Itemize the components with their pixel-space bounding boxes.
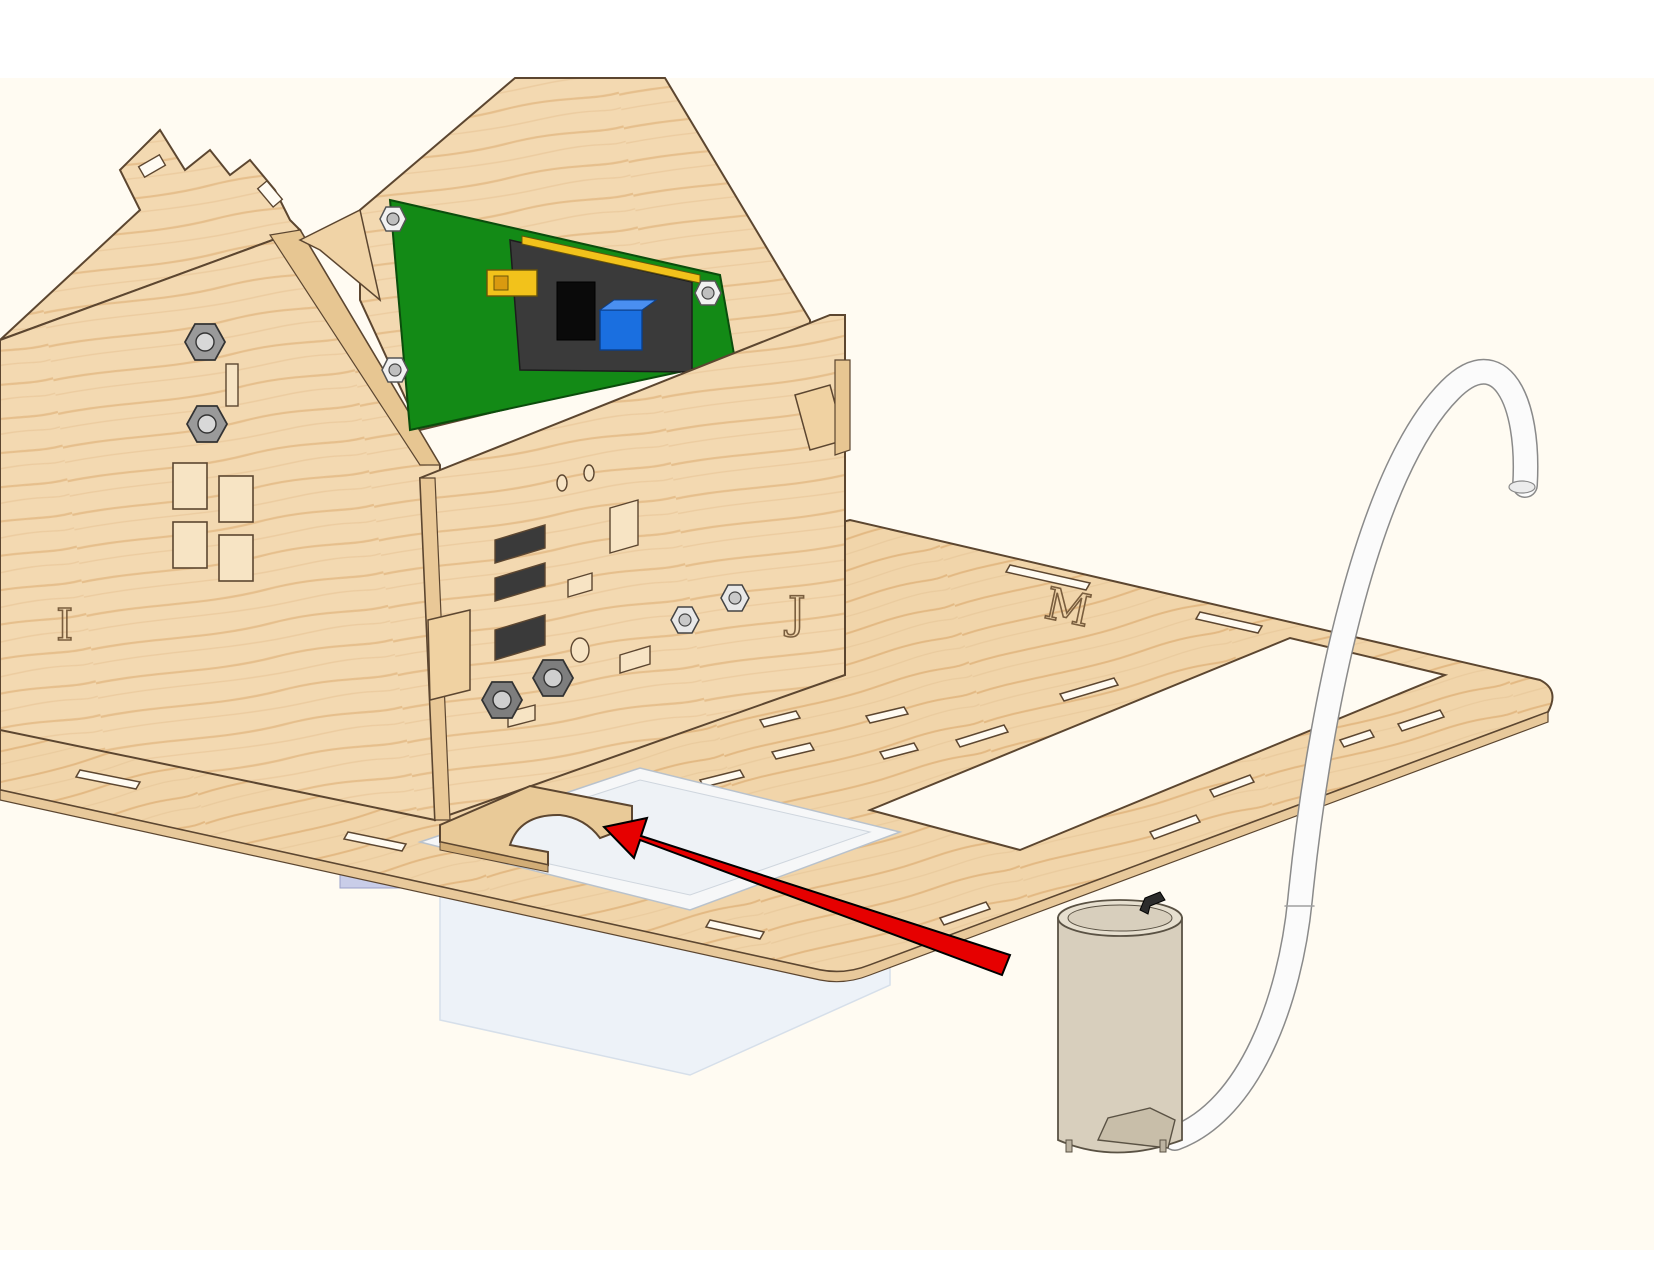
front-wall-panel: J	[418, 314, 851, 822]
lcd-pcb-module	[379, 198, 737, 432]
house-windows	[172, 462, 254, 582]
chip	[556, 281, 596, 341]
hex-nut-icon	[531, 659, 575, 697]
hex-nut-icon	[480, 681, 524, 719]
hex-nut-icon	[670, 606, 700, 634]
arrow-left-icon	[602, 816, 1012, 977]
water-pump-icon	[1057, 891, 1183, 1154]
potentiometer	[598, 299, 658, 351]
plate-slots	[74, 564, 1446, 940]
hex-nut-icon	[185, 405, 229, 443]
hex-nuts	[183, 323, 750, 719]
label-left-wall: I	[56, 600, 73, 651]
front-wall-openings	[494, 524, 546, 661]
left-wall-panel: I	[0, 128, 442, 822]
pump-bracket	[439, 784, 633, 873]
hex-nut-icon	[183, 323, 227, 361]
hex-nut-icon	[720, 584, 750, 612]
silicone-tube	[1162, 358, 1539, 1151]
pcb-standoffs	[379, 206, 722, 383]
label-front-wall: J	[784, 588, 806, 639]
plate-window	[866, 636, 1449, 852]
